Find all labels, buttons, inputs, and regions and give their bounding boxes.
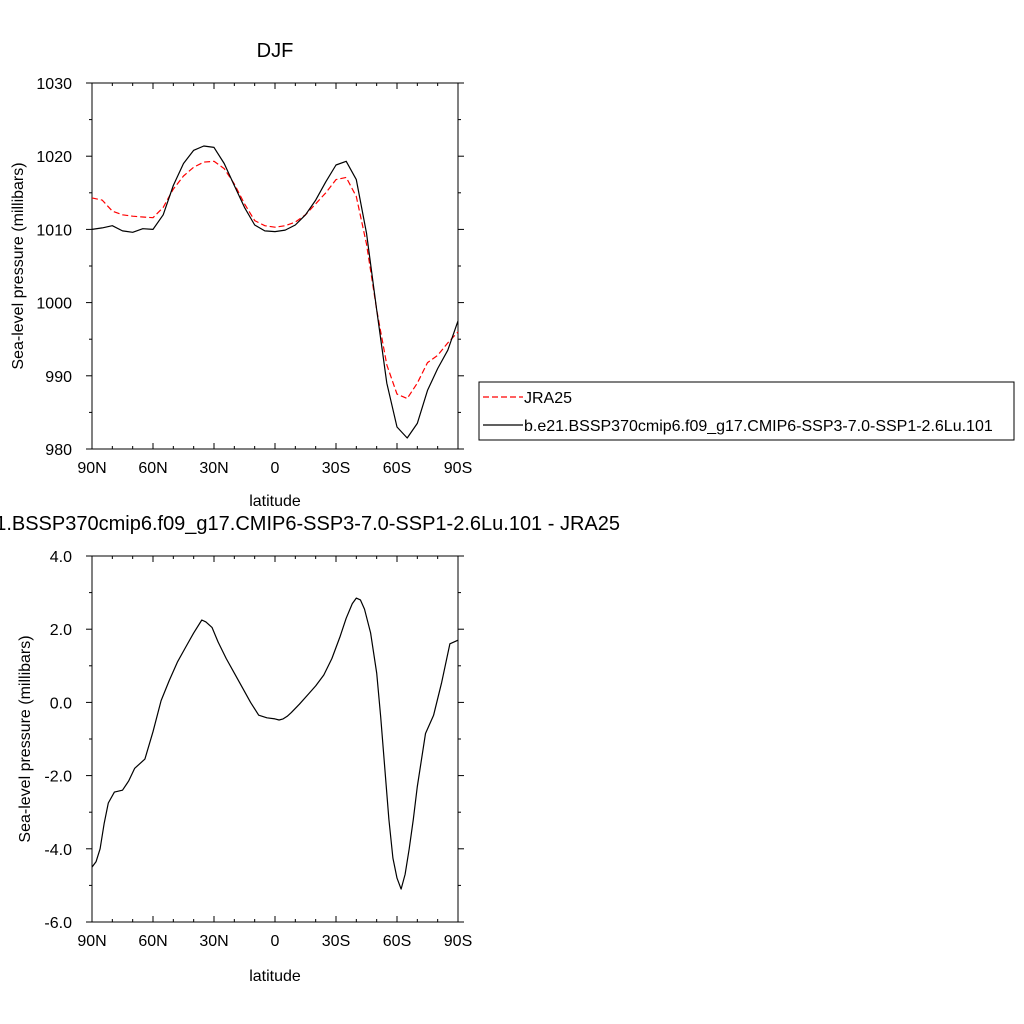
top-x-tick-label: 30N (199, 460, 228, 477)
top-legend: JRA25 b.e21.BSSP370cmip6.f09_g17.CMIP6-S… (478, 381, 1015, 441)
bottom-y-tick-label: -6.0 (44, 915, 72, 932)
bottom-x-tick-label: 90S (444, 933, 472, 950)
bottom-tick-marks: 90N 60N 30N 0 30S 60S 90S -6.0 -4.0 -2.0 0.0 2.0 4.0 (44, 549, 472, 950)
bottom-y-tick-label: 0.0 (50, 695, 72, 712)
bottom-x-tick-label: 30N (199, 933, 228, 950)
legend-label-jra25: JRA25 (524, 390, 572, 407)
bottom-x-tick-label: 60S (383, 933, 411, 950)
top-y-tick-label: 990 (45, 369, 72, 386)
top-y-axis-label: Sea-level pressure (millibars) (10, 162, 27, 369)
top-y-tick-label: 1020 (36, 149, 72, 166)
top-plot-frame (91, 82, 459, 450)
bottom-x-tick-label: 30S (322, 933, 350, 950)
bottom-x-tick-label: 0 (271, 933, 280, 950)
bottom-series-line-0 (91, 597, 459, 890)
top-x-tick-label: 60S (383, 460, 411, 477)
bottom-y-tick-label: -4.0 (44, 842, 72, 859)
top-series-group (91, 145, 459, 439)
bottom-series-group (91, 597, 459, 890)
top-panel: DJF 90N 60N 30N 0 30S 60S 90S 980 990 1000 1010 102… (10, 40, 472, 510)
top-y-tick-label: 1010 (36, 222, 72, 239)
bottom-x-tick-label: 60N (138, 933, 167, 950)
bottom-plot-frame (91, 555, 459, 923)
legend-box (478, 381, 1015, 441)
top-series-line-0 (91, 160, 459, 400)
top-y-tick-label: 1030 (36, 76, 72, 93)
top-x-tick-label: 90N (77, 460, 106, 477)
top-y-tick-label: 980 (45, 442, 72, 459)
bottom-y-tick-label: -2.0 (44, 769, 72, 786)
top-y-tick-label: 1000 (36, 296, 72, 313)
bottom-x-tick-label: 90N (77, 933, 106, 950)
top-x-tick-label: 0 (271, 460, 280, 477)
top-x-tick-label: 30S (322, 460, 350, 477)
bottom-x-axis-label: latitude (249, 968, 301, 985)
top-tick-marks: 90N 60N 30N 0 30S 60S 90S 980 990 1000 1010 1020 103… (36, 76, 472, 477)
top-chart-title: DJF (257, 40, 294, 62)
top-series-line-1 (91, 145, 459, 439)
bottom-chart-title: b.e21.BSSP370cmip6.f09_g17.CMIP6-SSP3-7.… (0, 513, 620, 535)
legend-label-model: b.e21.BSSP370cmip6.f09_g17.CMIP6-SSP3-7.… (524, 418, 993, 435)
top-x-axis-label: latitude (249, 493, 301, 510)
bottom-y-axis-label: Sea-level pressure (millibars) (17, 635, 34, 842)
top-x-tick-label: 60N (138, 460, 167, 477)
bottom-y-tick-label: 4.0 (50, 549, 72, 566)
top-x-tick-label: 90S (444, 460, 472, 477)
bottom-y-tick-label: 2.0 (50, 622, 72, 639)
bottom-panel: b.e21.BSSP370cmip6.f09_g17.CMIP6-SSP3-7.… (0, 513, 620, 985)
